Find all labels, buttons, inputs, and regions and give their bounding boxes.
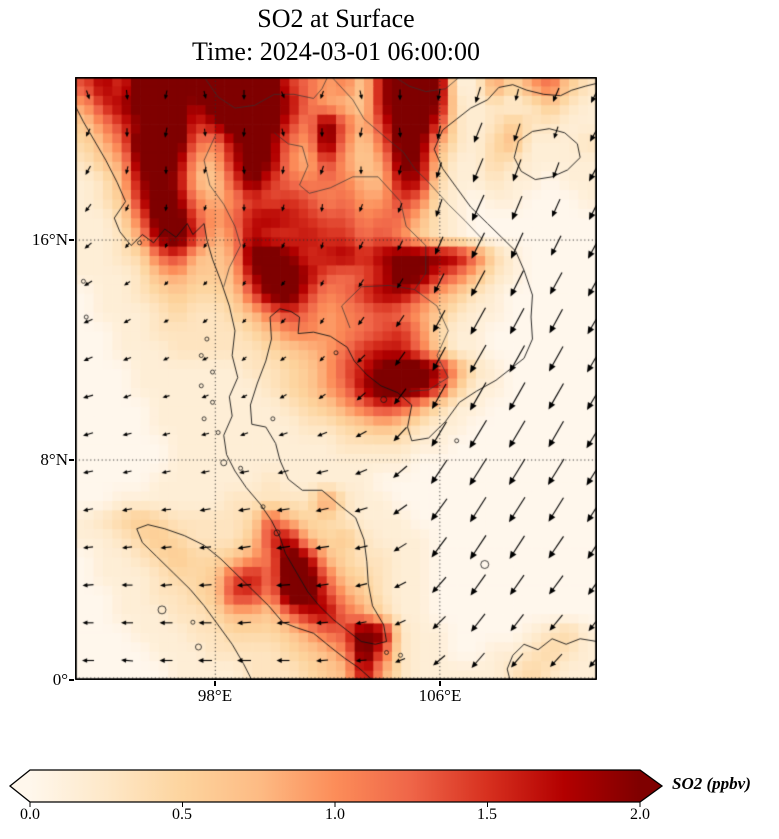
plot-title: SO2 at Surface Time: 2024-03-01 06:00:00 bbox=[75, 2, 597, 68]
x-tick-label-98e: 98°E bbox=[197, 686, 233, 705]
colorbar bbox=[8, 769, 664, 807]
colorbar-gradient-bar bbox=[8, 769, 664, 803]
y-tick-mark-16n bbox=[69, 239, 74, 241]
y-tick-label-0: 0° bbox=[52, 670, 68, 689]
title-line-1: SO2 at Surface bbox=[257, 4, 415, 33]
so2-map-canvas bbox=[75, 77, 597, 680]
colorbar-tick-15: 1.5 bbox=[477, 806, 497, 823]
y-tick-label-8n: 8°N bbox=[40, 450, 68, 469]
colorbar-label: SO2 (ppbv) bbox=[672, 774, 751, 793]
y-tick-mark-0 bbox=[69, 679, 74, 681]
colorbar-tick-0: 0.0 bbox=[20, 806, 40, 823]
colorbar-tick-1: 1.0 bbox=[325, 806, 345, 823]
y-tick-label-16n: 16°N bbox=[31, 230, 68, 249]
colorbar-tick-05: 0.5 bbox=[172, 806, 192, 823]
x-tick-mark-106e bbox=[439, 681, 441, 686]
x-tick-mark-98e bbox=[214, 681, 216, 686]
x-tick-label-106e: 106°E bbox=[418, 686, 462, 705]
title-line-2: Time: 2024-03-01 06:00:00 bbox=[192, 37, 480, 66]
colorbar-tick-2: 2.0 bbox=[630, 806, 650, 823]
y-tick-mark-8n bbox=[69, 459, 74, 461]
